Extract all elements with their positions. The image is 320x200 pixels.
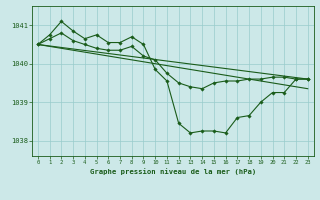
X-axis label: Graphe pression niveau de la mer (hPa): Graphe pression niveau de la mer (hPa) xyxy=(90,168,256,175)
